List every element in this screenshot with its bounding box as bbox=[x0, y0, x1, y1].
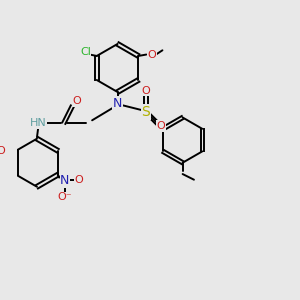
Text: N: N bbox=[60, 174, 70, 187]
Text: N: N bbox=[113, 97, 122, 110]
Text: O⁻: O⁻ bbox=[58, 192, 72, 203]
Text: O: O bbox=[142, 85, 150, 96]
Text: O: O bbox=[75, 176, 83, 185]
Text: S: S bbox=[142, 105, 150, 119]
Text: O: O bbox=[72, 96, 81, 106]
Text: HN: HN bbox=[30, 118, 47, 128]
Text: O: O bbox=[157, 121, 165, 131]
Text: O: O bbox=[148, 50, 156, 59]
Text: O: O bbox=[0, 146, 5, 156]
Text: Cl: Cl bbox=[80, 47, 91, 57]
